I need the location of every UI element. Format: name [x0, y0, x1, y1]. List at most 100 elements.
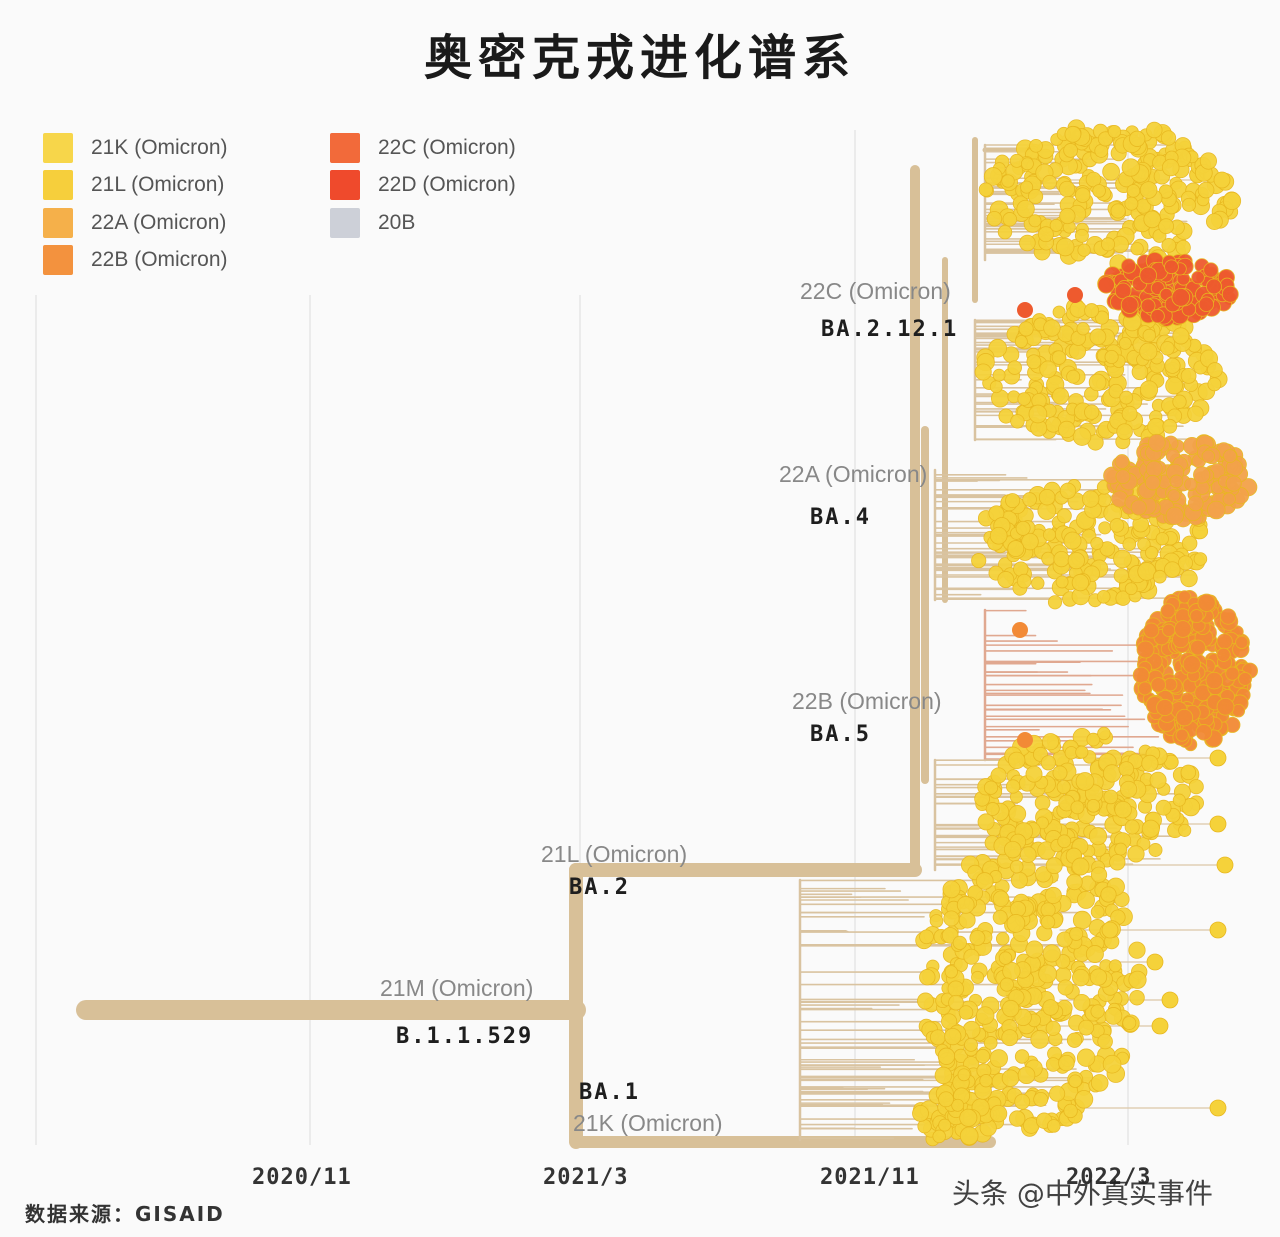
tip-point — [1165, 506, 1184, 525]
legend-label: 22C (Omicron) — [378, 136, 516, 159]
tip-point — [1143, 210, 1162, 229]
tip-point — [1193, 466, 1211, 484]
chart-title: 奥密克戎进化谱系 — [423, 30, 856, 86]
tip-point — [1017, 302, 1033, 318]
tip-point — [1002, 212, 1018, 227]
tip-point — [1209, 815, 1227, 833]
tip-point — [992, 890, 1010, 907]
tip-point — [1177, 590, 1192, 604]
tip-point — [1021, 532, 1039, 551]
tip-point — [1163, 677, 1178, 692]
tip-point — [1108, 959, 1122, 973]
tip-point — [944, 965, 958, 979]
legend-swatch — [43, 208, 73, 238]
tip-point — [934, 1066, 953, 1085]
tip-point — [1103, 789, 1119, 805]
tip-point — [1045, 1020, 1061, 1036]
tip-point — [1043, 319, 1061, 337]
tip-point — [1101, 921, 1119, 939]
tip-point — [995, 931, 1010, 946]
tip-point — [1124, 819, 1140, 835]
legend-swatch — [330, 170, 360, 200]
tip-point — [1097, 1033, 1113, 1050]
clade-label-22b: 22B (Omicron) — [792, 688, 942, 714]
tip-point — [1213, 171, 1231, 189]
x-tick-label: 2021/3 — [543, 1165, 629, 1190]
tip-point — [1223, 449, 1237, 463]
tip-point — [1075, 745, 1089, 759]
tip-point — [1058, 180, 1076, 198]
tip-points — [912, 119, 1258, 1147]
tip-point — [1025, 765, 1043, 783]
tip-point — [1207, 362, 1223, 378]
tip-point — [983, 167, 1003, 186]
tip-point — [1146, 121, 1163, 139]
tip-point — [1074, 1090, 1094, 1109]
tip-point — [1041, 551, 1055, 566]
tip-point — [1089, 968, 1108, 986]
tip-point — [1056, 779, 1071, 795]
tip-point — [1149, 771, 1167, 789]
tip-point — [1014, 1093, 1031, 1110]
tip-point — [1150, 677, 1166, 693]
legend-item: 22B (Omicron) — [43, 243, 228, 277]
tip-point — [975, 1006, 995, 1025]
tip-point — [1139, 181, 1158, 199]
tip-point — [1189, 639, 1206, 656]
tip-point — [1072, 910, 1092, 930]
tip-point — [1175, 708, 1194, 727]
tip-point — [1090, 536, 1104, 550]
tip-point — [1199, 152, 1218, 170]
tip-point — [1160, 130, 1177, 146]
tip-point — [1100, 886, 1117, 903]
tip-point — [1031, 576, 1045, 590]
tip-point — [1130, 242, 1144, 256]
tip-point — [1131, 363, 1149, 381]
tip-point — [1041, 733, 1060, 751]
tip-point — [969, 929, 986, 946]
tip-point — [1110, 203, 1126, 219]
tip-point — [1145, 546, 1159, 560]
tip-point — [937, 1047, 956, 1065]
tip-point — [1009, 859, 1024, 874]
tip-point — [988, 338, 1007, 358]
tip-point — [1020, 180, 1034, 194]
tip-point — [1088, 827, 1108, 846]
x-tick-label: 2021/11 — [820, 1165, 920, 1190]
tip-point — [1058, 1054, 1075, 1072]
tip-point — [917, 992, 934, 1010]
tip-point — [1201, 449, 1215, 463]
tip-point — [1070, 800, 1085, 815]
tip-point — [1077, 243, 1091, 257]
tip-point — [1082, 490, 1100, 508]
tip-point — [1049, 218, 1063, 232]
tip-point — [1025, 940, 1044, 959]
tip-point — [1019, 234, 1036, 252]
tip-point — [1037, 226, 1054, 243]
tip-point — [979, 1074, 993, 1088]
tip-point — [1096, 589, 1111, 604]
tip-point — [1118, 761, 1135, 777]
tip-point — [1172, 327, 1190, 345]
x-tick-label: 2020/11 — [252, 1165, 352, 1190]
tip-point — [963, 948, 980, 965]
tip-point — [971, 970, 985, 984]
tip-point — [1180, 368, 1197, 384]
x-tick-label: 2022/3 — [1066, 1165, 1152, 1190]
tip-point — [1141, 819, 1160, 838]
tip-point — [1114, 282, 1132, 300]
legend-swatch — [43, 133, 73, 163]
legend-item: 22A (Omicron) — [43, 206, 226, 240]
tip-point — [1040, 914, 1056, 930]
tip-point — [1145, 460, 1163, 478]
tip-point — [1175, 728, 1189, 742]
tip-point — [1195, 724, 1213, 741]
tip-point — [989, 1104, 1008, 1123]
tip-point — [1206, 278, 1222, 295]
tip-point — [1097, 276, 1115, 294]
tip-point — [1180, 764, 1197, 781]
tip-point — [1164, 357, 1181, 374]
tip-point — [1220, 608, 1237, 625]
tip-point — [1128, 970, 1147, 989]
tip-point — [1077, 890, 1095, 909]
